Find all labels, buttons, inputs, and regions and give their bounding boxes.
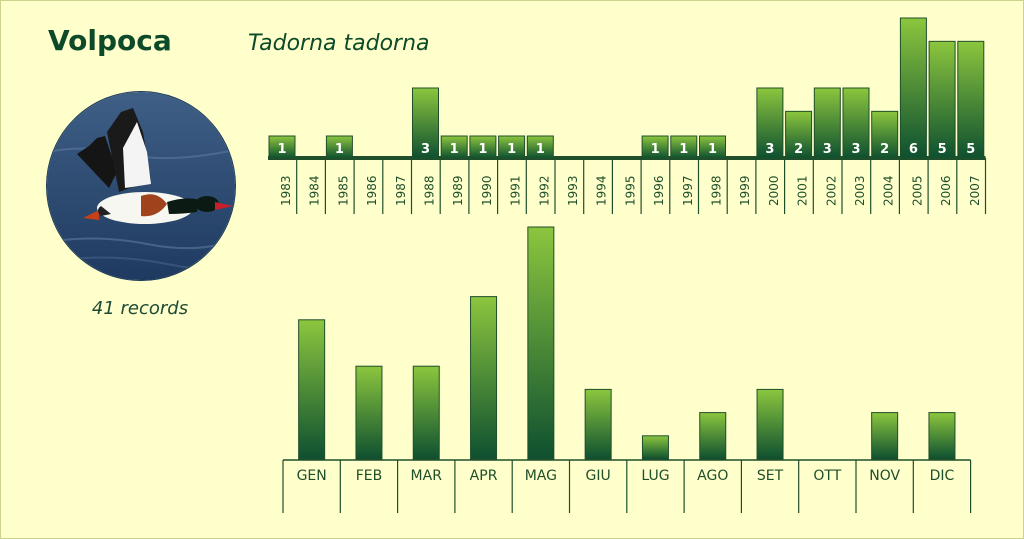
yearly-data-label: 3 [421, 142, 430, 157]
yearly-axis-line [268, 156, 986, 160]
yearly-data-label: 3 [765, 142, 774, 157]
yearly-bar [957, 40, 985, 159]
yearly-tick-label: 1998 [710, 175, 724, 206]
monthly-bar-chart: GEN FEB MAR APR MAG GIU LUG AGO SET OTT NOV DIC [282, 226, 972, 513]
yearly-tick-label: 1985 [336, 175, 350, 206]
yearly-data-label: 5 [966, 142, 975, 157]
yearly-tick-label: 1984 [308, 175, 322, 206]
yearly-tick-label: 1988 [423, 175, 437, 206]
yearly-tick-label: 2005 [910, 175, 924, 206]
yearly-data-label: 1 [335, 142, 344, 157]
yearly-bar [699, 135, 726, 159]
yearly-tick-label: 1987 [394, 175, 408, 206]
yearly-bar [325, 135, 353, 159]
yearly-data-label: 1 [679, 142, 688, 157]
monthly-bar [871, 412, 899, 460]
monthly-bar [527, 226, 555, 460]
monthly-bar [412, 365, 440, 460]
yearly-tick-label: 1986 [365, 175, 379, 206]
monthly-bar [756, 388, 784, 460]
monthly-bar [584, 388, 612, 460]
yearly-tick-label: 1993 [566, 175, 580, 206]
yearly-tick-label: 2001 [796, 175, 810, 206]
monthly-tick-label: LUG [641, 468, 669, 484]
yearly-data-label: 1 [277, 142, 286, 157]
monthly-bar [355, 365, 383, 460]
yearly-data-label: 1 [478, 142, 487, 157]
yearly-tick-label: 2007 [968, 175, 982, 206]
yearly-bar [785, 110, 813, 159]
monthly-tick-label: MAR [411, 468, 443, 484]
yearly-bar-chart: 1 1983 1984 1 1985 1986 1987 3 1988 1 1989 1 1990 1 19… [268, 17, 987, 214]
yearly-bar [899, 17, 927, 159]
yearly-data-label: 1 [507, 142, 516, 157]
yearly-tick-label: 1996 [652, 175, 666, 206]
yearly-tick-label: 1989 [451, 175, 465, 206]
yearly-tick-label: 1994 [595, 175, 609, 206]
yearly-data-label: 1 [536, 142, 545, 157]
yearly-data-label: 5 [938, 142, 947, 157]
monthly-tick-label: GIU [586, 468, 611, 484]
yearly-tick-label: 1995 [623, 175, 637, 206]
yearly-data-label: 6 [909, 142, 918, 157]
yearly-bar [670, 135, 698, 159]
yearly-tick-label: 2000 [767, 175, 781, 206]
yearly-data-label: 2 [794, 142, 803, 157]
monthly-bar [470, 296, 498, 460]
yearly-bar [412, 87, 439, 159]
monthly-bar [298, 319, 326, 460]
yearly-tick-label: 1990 [480, 175, 494, 206]
yearly-data-label: 3 [823, 142, 832, 157]
yearly-bar [928, 40, 956, 159]
monthly-tick-label: MAG [525, 468, 557, 484]
yearly-tick-label: 1983 [279, 175, 293, 206]
yearly-bar [813, 87, 841, 159]
yearly-data-label: 3 [851, 142, 860, 157]
monthly-tick-label: OTT [813, 468, 841, 484]
monthly-tick-label: GEN [297, 468, 327, 484]
yearly-bar [498, 135, 526, 159]
yearly-bar [756, 87, 784, 159]
monthly-tick-label: DIC [930, 468, 955, 484]
yearly-bar [842, 87, 870, 159]
yearly-tick-label: 1991 [509, 175, 523, 206]
yearly-tick-label: 2002 [824, 175, 838, 206]
yearly-bar [440, 135, 468, 159]
yearly-bar [268, 135, 296, 159]
monthly-tick-label: NOV [869, 468, 900, 484]
monthly-bar [641, 435, 669, 460]
yearly-bar [469, 135, 497, 159]
yearly-bar [871, 110, 899, 159]
yearly-bar [641, 135, 669, 159]
yearly-data-label: 1 [651, 142, 660, 157]
yearly-data-label: 1 [450, 142, 459, 157]
yearly-tick-label: 2006 [939, 175, 953, 206]
yearly-tick-label: 1992 [537, 175, 551, 206]
shelduck-photo [46, 91, 236, 281]
yearly-tick-label: 2004 [882, 175, 896, 206]
yearly-tick-label: 2003 [853, 175, 867, 206]
species-scientific-name: Tadorna tadorna [248, 31, 430, 56]
monthly-tick-label: APR [470, 468, 498, 484]
yearly-tick-label: 1997 [681, 175, 695, 206]
monthly-tick-label: SET [757, 468, 784, 484]
monthly-bar [928, 412, 956, 460]
yearly-tick-label: 1999 [738, 175, 752, 206]
records-count: 41 records [91, 298, 189, 319]
monthly-tick-label: FEB [356, 468, 383, 484]
yearly-data-label: 1 [708, 142, 717, 157]
monthly-bar [699, 412, 727, 460]
monthly-tick-label: AGO [697, 468, 728, 484]
yearly-data-label: 2 [880, 142, 889, 157]
yearly-bar [526, 135, 554, 159]
species-common-name: Volpoca [48, 24, 172, 57]
